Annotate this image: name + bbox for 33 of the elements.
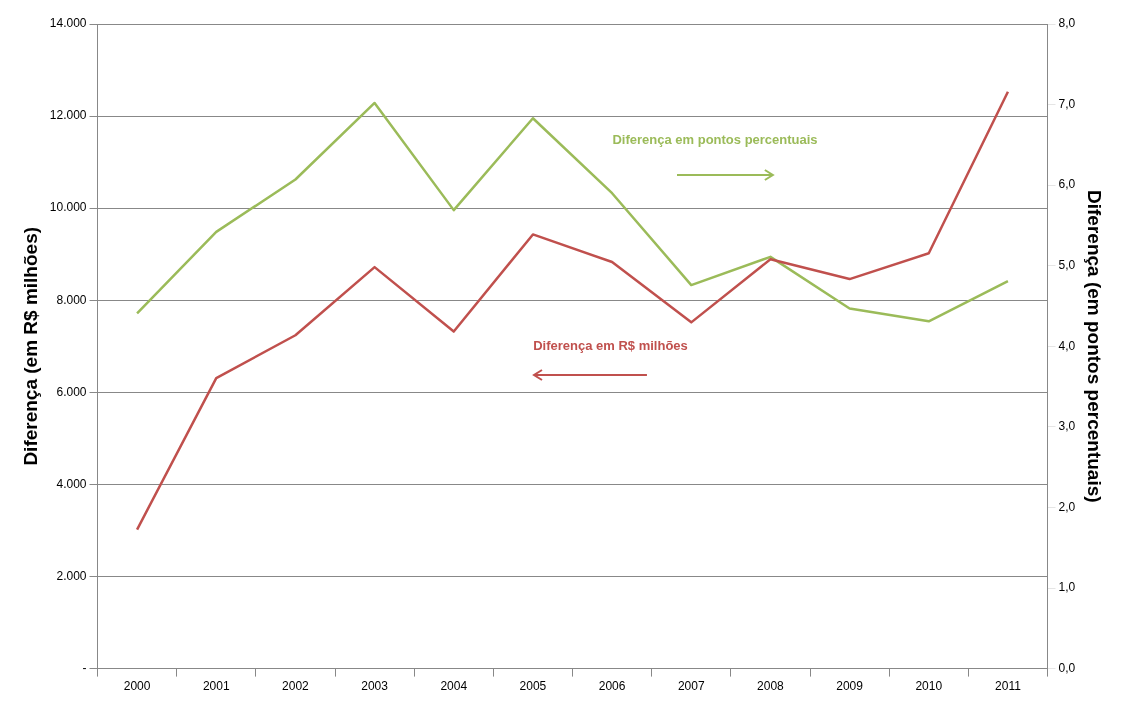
annotation: Diferença em pontos percentuais	[612, 131, 818, 147]
x-tick-label: 2008	[757, 679, 785, 694]
y2-tick-label: 7,0	[1058, 96, 1076, 111]
y-tick-label: 2.000	[56, 568, 87, 583]
x-tick-label: 2005	[519, 679, 547, 694]
y2-tick-label: 5,0	[1058, 258, 1076, 273]
x-tick-label: 2010	[915, 679, 943, 694]
y-tick-label: -	[82, 660, 87, 675]
y2-tick-label: 0,0	[1058, 660, 1076, 675]
y-tick-label: 10.000	[49, 200, 87, 215]
y-tick-label: 6.000	[56, 384, 87, 399]
x-tick-label: 2003	[361, 679, 389, 694]
y2-tick-label: 6,0	[1058, 177, 1076, 192]
y-tick-label: 14.000	[49, 16, 87, 31]
y2-tick-label: 8,0	[1058, 16, 1076, 31]
y-tick-label: 12.000	[49, 108, 87, 123]
x-tick-label: 2002	[282, 679, 310, 694]
annotation: Diferença em R$ milhões	[533, 337, 688, 353]
x-tick-label: 2000	[123, 679, 151, 694]
x-tick-label: 2011	[995, 679, 1022, 694]
x-tick-label: 2007	[677, 679, 705, 694]
x-tick-label: 2006	[598, 679, 626, 694]
y-tick-label: 4.000	[56, 476, 87, 491]
y2-tick-label: 1,0	[1058, 580, 1076, 595]
y2-tick-label: 2,0	[1058, 499, 1076, 514]
y2-tick-label: 4,0	[1058, 338, 1076, 353]
y2-tick-label: 3,0	[1058, 419, 1076, 434]
x-tick-label: 2004	[440, 679, 468, 694]
x-tick-label: 2009	[836, 679, 864, 694]
y-axis-title: Diferença (em R$ milhões)	[19, 226, 41, 466]
y-tick-label: 8.000	[56, 292, 87, 307]
x-tick-label: 2001	[202, 679, 230, 694]
y2-axis-title: Diferença (em pontos percentuais)	[1084, 190, 1106, 503]
